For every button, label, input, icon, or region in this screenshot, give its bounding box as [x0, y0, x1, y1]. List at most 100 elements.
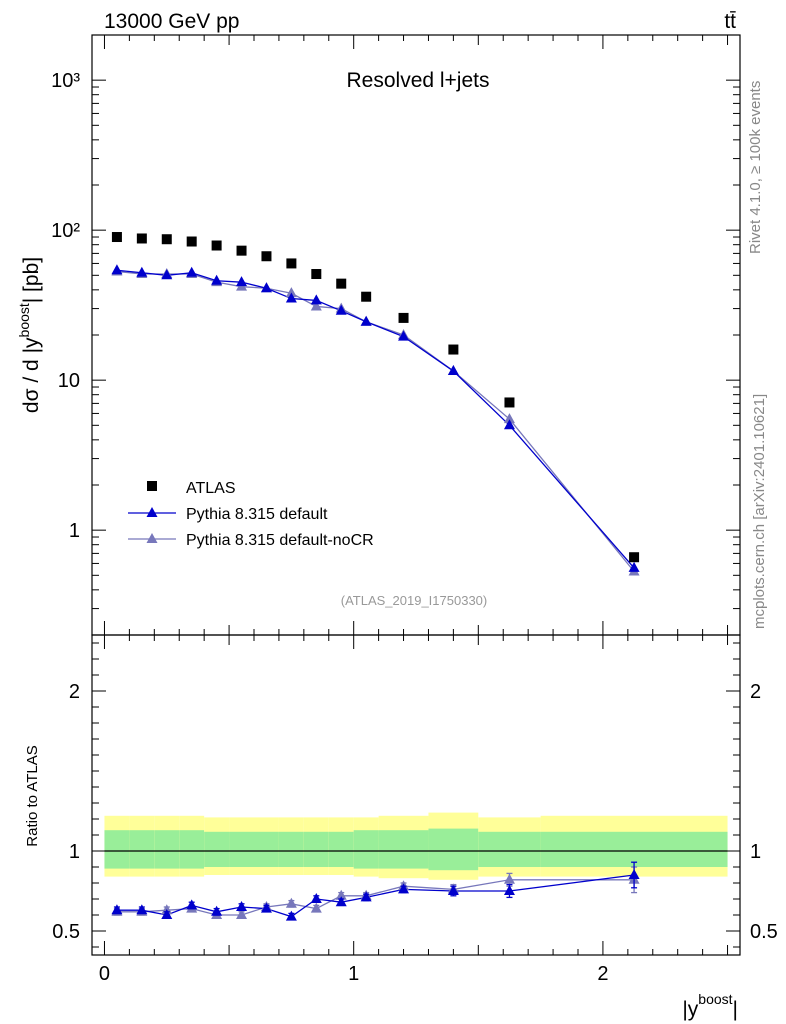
point-default: [236, 276, 248, 287]
point-nocr: [310, 300, 322, 311]
band-inner-bin: [540, 831, 728, 867]
series-line-nocr: [116, 270, 635, 572]
tick-labels: 0 1 2 1 10 10² 10³ 0.5 0.5 1 1 2 2: [51, 70, 778, 985]
band-inner-bin: [353, 830, 379, 869]
header-left: 13000 GeV pp: [104, 10, 239, 33]
ratio-point-default: [628, 869, 640, 879]
x-tick-label: 0: [99, 963, 110, 985]
point-default: [335, 304, 347, 315]
band-inner-bin: [104, 830, 130, 869]
y-tick-label-ratio-right: 0.5: [750, 921, 778, 943]
band-inner-bin: [303, 831, 329, 867]
ratio-point-nocr: [236, 909, 248, 919]
y-tick-label-main: 10³: [51, 70, 80, 92]
point-default: [447, 365, 459, 376]
ratio-point-default: [447, 885, 459, 895]
y-axis-label-ratio: Ratio to ATLAS: [24, 745, 41, 846]
header-right: tt̄: [724, 10, 736, 33]
band-inner-bin: [278, 831, 304, 867]
legend-marker-nocr: [146, 533, 158, 543]
point-default: [503, 419, 515, 430]
ratio-point-default: [260, 902, 272, 913]
band-inner-bin: [204, 831, 230, 867]
y-label-part-1: dσ / d |y: [20, 337, 43, 413]
point-atlas: [161, 234, 172, 245]
point-atlas: [629, 552, 640, 563]
band-inner-bin: [428, 828, 479, 871]
y-axis-label-main: dσ / d |yboost| [pb]: [16, 257, 43, 413]
legend-marker-atlas: [147, 481, 157, 491]
legend-label-default: Pythia 8.315 default: [186, 506, 328, 523]
ratio-point-default: [136, 904, 148, 915]
point-default: [136, 266, 148, 277]
point-atlas: [236, 245, 247, 256]
data-points: [111, 232, 640, 921]
ratio-point-default: [161, 909, 173, 919]
ratio-point-default: [211, 905, 223, 916]
series-line-default: [116, 269, 635, 569]
ratio-point-nocr: [310, 902, 322, 913]
ratio-point-default: [186, 899, 198, 910]
ratio-point-default: [285, 910, 297, 921]
point-atlas: [336, 278, 347, 289]
x-tick-label: 2: [597, 963, 608, 985]
y-tick-label-ratio-left: 1: [69, 841, 80, 863]
point-default: [161, 269, 173, 280]
band-inner-bin: [254, 831, 279, 867]
ratio-point-default: [360, 891, 372, 902]
point-atlas: [186, 236, 197, 247]
ratio-point-nocr: [335, 889, 347, 900]
point-atlas: [136, 233, 147, 244]
ratio-point-default: [335, 896, 347, 907]
y-label-sup: boost: [16, 303, 32, 337]
legend-label-atlas: ATLAS: [186, 480, 236, 497]
side-label-bottom: mcplots.cern.ch [arXiv:2401.10621]: [751, 394, 768, 629]
ratio-point-nocr: [503, 873, 515, 884]
point-default: [260, 282, 272, 293]
point-atlas: [311, 269, 322, 280]
ratio-point-default: [398, 883, 410, 894]
legend: ATLAS Pythia 8.315 default Pythia 8.315 …: [128, 480, 374, 549]
x-label-part-1: |y: [682, 998, 698, 1021]
band-inner-bin: [129, 830, 155, 869]
ratio-point-nocr: [285, 897, 297, 908]
band-inner-bin: [378, 830, 429, 869]
point-atlas: [398, 312, 409, 323]
point-atlas: [361, 291, 372, 302]
legend-marker-default: [146, 507, 158, 517]
band-inner-bin: [478, 831, 541, 867]
band-inner-bin: [229, 831, 254, 867]
point-atlas: [504, 397, 515, 408]
point-nocr: [503, 413, 515, 424]
uncertainty-bands: [104, 812, 728, 880]
ratio-point-default: [503, 885, 515, 895]
point-atlas: [211, 240, 222, 251]
point-atlas: [111, 232, 122, 243]
point-default: [628, 561, 640, 572]
point-nocr: [285, 287, 297, 298]
y-tick-label-ratio-right: 1: [750, 841, 761, 863]
point-default: [360, 315, 372, 326]
x-label-sup: boost: [698, 991, 732, 1007]
y-tick-label-ratio-right: 2: [750, 681, 761, 703]
y-tick-label-main: 1: [69, 520, 80, 542]
y-tick-label-main: 10²: [51, 220, 80, 242]
point-atlas: [448, 344, 459, 355]
point-default: [111, 264, 123, 275]
legend-label-nocr: Pythia 8.315 default-noCR: [186, 532, 374, 549]
chart-title: Resolved l+jets: [347, 69, 490, 92]
ratio-point-default: [310, 893, 322, 903]
x-axis-label: |yboost|: [682, 991, 738, 1021]
x-label-part-3: |: [733, 998, 738, 1021]
y-tick-label-ratio-left: 2: [69, 681, 80, 703]
tick-marks: [92, 34, 740, 955]
point-atlas: [286, 258, 297, 269]
point-atlas: [261, 251, 272, 262]
y-tick-label-main: 10: [58, 370, 80, 392]
band-inner-bin: [154, 830, 180, 869]
ratio-panel-frame: [91, 634, 741, 956]
point-default: [310, 294, 322, 305]
band-inner-bin: [328, 831, 354, 867]
x-tick-label: 1: [348, 963, 359, 985]
